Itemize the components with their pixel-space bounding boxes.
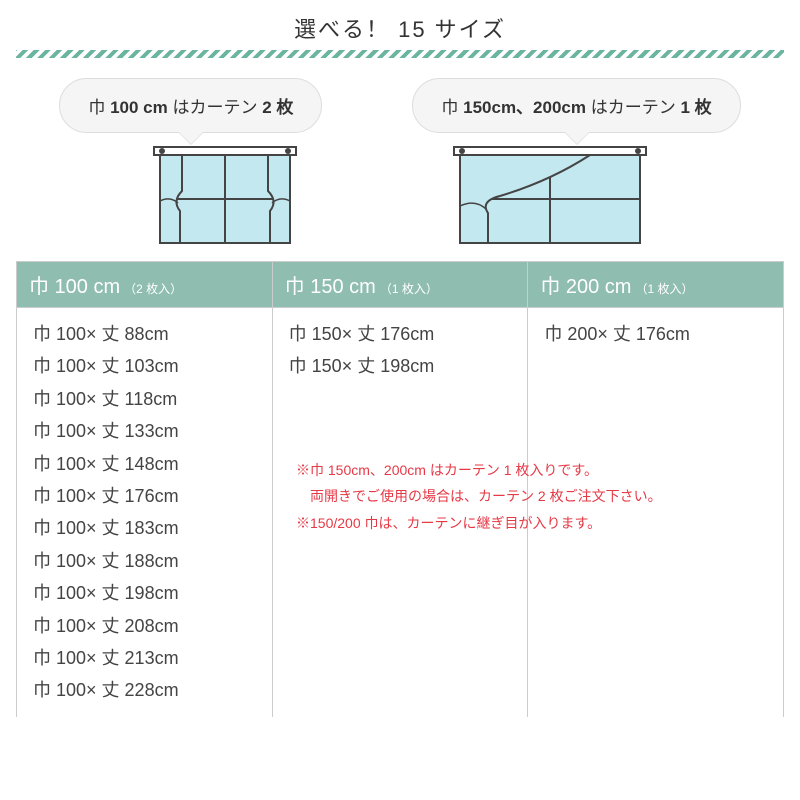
bubble-150-200: 巾 150cm、200cm はカーテン 1 枚	[412, 78, 740, 133]
size-item: 巾 100× 丈 183cm	[33, 512, 256, 544]
size-item: 巾 150× 丈 176cm	[289, 318, 512, 350]
size-item: 巾 150× 丈 198cm	[289, 350, 512, 382]
header-note: （1 枚入）	[380, 282, 438, 296]
size-item: 巾 200× 丈 176cm	[544, 318, 767, 350]
header-main: 巾 150 cm	[285, 276, 376, 298]
header-note: （1 枚入）	[635, 282, 693, 296]
size-item: 巾 100× 丈 198cm	[33, 577, 256, 609]
size-item: 巾 100× 丈 133cm	[33, 415, 256, 447]
table-cell-100: 巾 100× 丈 88cm巾 100× 丈 103cm巾 100× 丈 118c…	[17, 308, 273, 717]
size-item: 巾 100× 丈 88cm	[33, 318, 256, 350]
header-main: 巾 100 cm	[29, 276, 120, 298]
bubble-100: 巾 100 cm はカーテン 2 枚	[59, 78, 322, 133]
size-item: 巾 100× 丈 188cm	[33, 545, 256, 577]
size-item: 巾 100× 丈 118cm	[33, 383, 256, 415]
bubble-text: 巾	[441, 98, 463, 117]
size-item: 巾 100× 丈 103cm	[33, 350, 256, 382]
size-item: 巾 100× 丈 213cm	[33, 642, 256, 674]
windows-row	[16, 141, 784, 251]
bubble-bold: 150cm、200cm	[463, 98, 586, 117]
bubble-bold: 100 cm	[110, 98, 168, 117]
bubble-text: はカーテン	[586, 98, 680, 117]
page-title: 選べる！ 15 サイズ	[16, 12, 784, 44]
size-item: 巾 100× 丈 208cm	[33, 610, 256, 642]
window-2curtain-icon	[150, 141, 300, 251]
header-note: （2 枚入）	[124, 282, 182, 296]
window-1curtain-icon	[450, 141, 650, 251]
note-line: ※150/200 巾は、カーテンに継ぎ目が入ります。	[296, 510, 784, 537]
notes: ※巾 150cm、200cm はカーテン 1 枚入りです。 両開きでご使用の場合…	[296, 457, 784, 537]
bubble-text: はカーテン	[168, 98, 262, 117]
size-item: 巾 100× 丈 176cm	[33, 480, 256, 512]
table-header-200: 巾 200 cm （1 枚入）	[528, 261, 784, 308]
divider-stripe	[16, 50, 784, 58]
bubbles-row: 巾 100 cm はカーテン 2 枚 巾 150cm、200cm はカーテン 1…	[16, 78, 784, 133]
bubble-text: 巾	[88, 98, 110, 117]
header-main: 巾 200 cm	[540, 276, 631, 298]
table-header-150: 巾 150 cm （1 枚入）	[273, 261, 529, 308]
bubble-bold: 1 枚	[680, 98, 711, 117]
table-header-100: 巾 100 cm （2 枚入）	[17, 261, 273, 308]
note-line: 両開きでご使用の場合は、カーテン 2 枚ご注文下さい。	[296, 483, 784, 510]
note-line: ※巾 150cm、200cm はカーテン 1 枚入りです。	[296, 457, 784, 484]
size-item: 巾 100× 丈 228cm	[33, 674, 256, 706]
bubble-bold: 2 枚	[262, 98, 293, 117]
size-item: 巾 100× 丈 148cm	[33, 448, 256, 480]
